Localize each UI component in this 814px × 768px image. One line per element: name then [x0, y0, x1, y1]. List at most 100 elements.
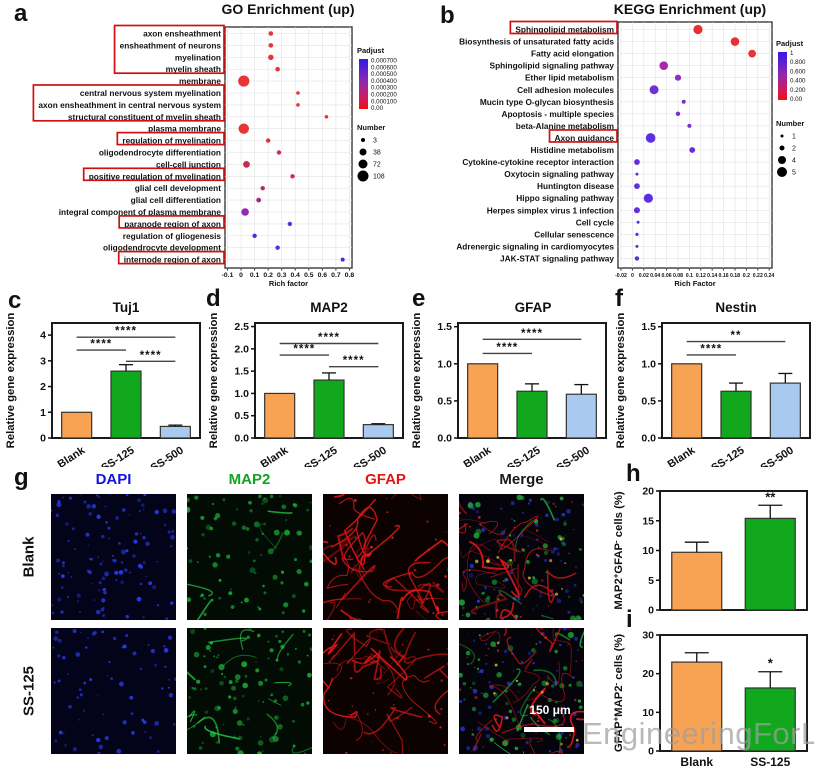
- column-header-gfap: GFAP: [365, 471, 406, 488]
- column-header-merge: Merge: [499, 471, 544, 488]
- dot: [649, 85, 659, 95]
- bar-ss-125: [744, 517, 796, 611]
- dot: [275, 245, 280, 250]
- svg-text:5: 5: [648, 575, 654, 587]
- bar-ss-500: [565, 393, 597, 439]
- svg-text:0: 0: [648, 605, 654, 615]
- svg-text:2.5: 2.5: [234, 321, 249, 333]
- dot: [268, 43, 274, 48]
- svg-text:10: 10: [642, 707, 654, 719]
- bar-ss-125: [110, 370, 142, 439]
- dot: [643, 193, 653, 203]
- svg-text:0.2: 0.2: [263, 272, 273, 279]
- svg-text:0.1: 0.1: [250, 272, 260, 279]
- y-axis-label: Relative gene expression: [411, 313, 423, 449]
- dot: [296, 103, 300, 107]
- svg-text:SS-500: SS-500: [149, 444, 186, 467]
- bar-ss-500: [769, 382, 801, 439]
- sig-stars: ****: [496, 342, 518, 354]
- svg-text:SS-125: SS-125: [302, 444, 339, 467]
- padjust-legend-title: Padjust: [776, 39, 804, 48]
- bar-ss-125: [720, 390, 752, 439]
- svg-text:Sphingolipid metabolism: Sphingolipid metabolism: [515, 25, 614, 35]
- svg-text:0.000700: 0.000700: [371, 58, 397, 65]
- svg-text:regulation of gliogenesis: regulation of gliogenesis: [123, 231, 222, 241]
- svg-text:0: 0: [40, 433, 46, 445]
- dot: [287, 221, 293, 227]
- padjust-gradient-bar: [778, 52, 787, 100]
- sig-stars: ****: [293, 344, 315, 356]
- bar-ss-125: [313, 379, 345, 439]
- svg-text:SS-500: SS-500: [352, 444, 389, 467]
- svg-text:10: 10: [642, 545, 654, 557]
- svg-text:0.0: 0.0: [437, 433, 452, 445]
- svg-text:0.000500: 0.000500: [371, 71, 397, 78]
- dot: [238, 75, 250, 87]
- svg-text:1.5: 1.5: [437, 321, 452, 333]
- plot-frame: [224, 26, 353, 269]
- row-label-blank: Blank: [20, 536, 38, 578]
- dot: [659, 61, 669, 70]
- bar-ss-125: [516, 390, 548, 439]
- svg-text:0.16: 0.16: [719, 273, 729, 279]
- gfap-map2-percent-chart: 0 10 20 30 * Blank SS-125 GFAP+MAP2- cells (%): [612, 630, 808, 768]
- bars: [61, 364, 191, 439]
- svg-text:Biosynthesis of unsaturated fa: Biosynthesis of unsaturated fatty acids: [459, 37, 614, 47]
- svg-text:4: 4: [792, 158, 796, 165]
- nestin-bar-chart: 0.00.51.01.5******Blank SS-125 SS-500Relat…: [615, 313, 811, 467]
- svg-text:structural constituent of myel: structural constituent of myelin sheath: [68, 112, 221, 122]
- micrograph-blank-dapi: [51, 494, 176, 620]
- svg-text:Blank: Blank: [56, 444, 88, 467]
- sig-stars: ****: [140, 350, 162, 362]
- svg-text:30: 30: [642, 630, 654, 642]
- scale-bar-label: 150 μm: [529, 703, 571, 717]
- svg-text:1.0: 1.0: [234, 388, 249, 400]
- dot: [689, 147, 696, 153]
- svg-text:108: 108: [373, 174, 385, 181]
- x-axis-label: Rich factor: [269, 279, 308, 288]
- panel-e-title: GFAP: [514, 300, 552, 315]
- svg-text:oligodendrocyte differentiatio: oligodendrocyte differentiation: [99, 148, 221, 158]
- column-header-map2: MAP2: [228, 471, 271, 488]
- map2-bar-chart: 0.00.51.01.52.02.5************Blank SS-12…: [208, 313, 404, 467]
- dot: [268, 54, 274, 60]
- bars: [671, 363, 801, 439]
- dot: [633, 207, 640, 214]
- panel-f-title: Nestin: [715, 300, 757, 315]
- svg-text:ensheathment of neurons: ensheathment of neurons: [120, 40, 222, 50]
- panel-d-letter: d: [206, 285, 221, 312]
- panel-c-title: Tuj1: [112, 300, 140, 315]
- panel-b-title: KEGG Enrichment (up): [613, 1, 767, 17]
- svg-text:central nervous system myelina: central nervous system myelination: [80, 88, 221, 98]
- svg-text:0.5: 0.5: [234, 410, 249, 422]
- svg-text:SS-125: SS-125: [750, 755, 790, 768]
- dot: [634, 183, 640, 190]
- svg-text:glial cell development: glial cell development: [135, 183, 221, 193]
- svg-text:0.0: 0.0: [641, 433, 656, 445]
- micrograph-blank-map2: [187, 494, 312, 620]
- svg-text:2.0: 2.0: [234, 343, 249, 355]
- svg-text:0.3: 0.3: [277, 272, 287, 279]
- svg-text:0.8: 0.8: [345, 272, 355, 279]
- svg-text:Hippo signaling pathway: Hippo signaling pathway: [516, 193, 614, 203]
- dot: [635, 244, 639, 248]
- svg-text:0.200: 0.200: [790, 87, 806, 94]
- svg-text:Cytokine-cytokine receptor int: Cytokine-cytokine receptor interaction: [462, 157, 614, 167]
- svg-text:0.7: 0.7: [331, 272, 341, 279]
- dot: [730, 37, 740, 46]
- svg-text:15: 15: [642, 515, 654, 527]
- svg-text:0.6: 0.6: [318, 272, 328, 279]
- svg-text:Adrenergic signaling in cardio: Adrenergic signaling in cardiomyocytes: [456, 241, 614, 251]
- svg-text:Blank: Blank: [259, 444, 291, 467]
- bar-ss-500: [362, 424, 394, 439]
- svg-text:Cell cycle: Cell cycle: [576, 217, 615, 227]
- svg-text:SS-500: SS-500: [555, 444, 592, 467]
- svg-text:Huntington disease: Huntington disease: [537, 181, 614, 191]
- svg-text:38: 38: [373, 150, 381, 157]
- svg-text:-0.02: -0.02: [615, 273, 627, 279]
- svg-text:Fatty acid elongation: Fatty acid elongation: [531, 49, 614, 59]
- dot: [748, 49, 756, 58]
- svg-text:plasma membrane: plasma membrane: [148, 124, 221, 134]
- highlight-box: [118, 215, 225, 229]
